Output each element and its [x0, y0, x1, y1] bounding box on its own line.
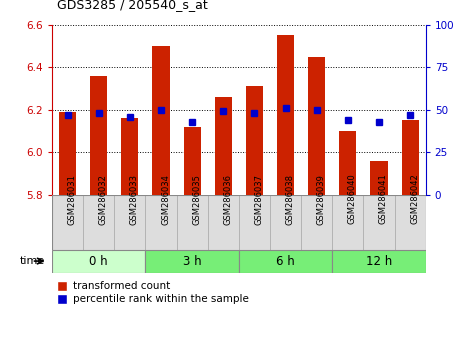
Text: GSM286042: GSM286042 [410, 174, 419, 224]
Text: GSM286034: GSM286034 [161, 174, 170, 224]
Text: time: time [20, 256, 45, 266]
Text: GSM286037: GSM286037 [254, 173, 263, 224]
Bar [339, 131, 357, 195]
Text: GSM286039: GSM286039 [317, 174, 326, 224]
Text: 0 h: 0 h [89, 255, 108, 268]
Bar [52, 250, 146, 273]
Bar [402, 120, 419, 195]
Text: GDS3285 / 205540_s_at: GDS3285 / 205540_s_at [57, 0, 208, 11]
Bar [332, 195, 363, 250]
Text: GSM286040: GSM286040 [348, 174, 357, 224]
Bar [176, 195, 208, 250]
Bar [83, 195, 114, 250]
Text: GSM286038: GSM286038 [286, 173, 295, 224]
Text: 6 h: 6 h [276, 255, 295, 268]
Text: GSM286031: GSM286031 [68, 174, 77, 224]
Bar [246, 86, 263, 195]
Text: GSM286033: GSM286033 [130, 173, 139, 224]
Text: GSM286032: GSM286032 [99, 174, 108, 224]
Bar [184, 127, 201, 195]
Bar [152, 46, 170, 195]
Bar [90, 76, 107, 195]
Bar [370, 161, 387, 195]
Bar [208, 195, 239, 250]
Text: 3 h: 3 h [183, 255, 201, 268]
Bar [394, 195, 426, 250]
Text: GSM286036: GSM286036 [223, 173, 232, 224]
Bar [277, 35, 294, 195]
Bar [215, 97, 232, 195]
Text: GSM286041: GSM286041 [379, 174, 388, 224]
Bar [363, 195, 394, 250]
Bar [145, 195, 176, 250]
Bar [114, 195, 145, 250]
Text: 12 h: 12 h [366, 255, 392, 268]
Bar [145, 250, 239, 273]
Bar [239, 250, 332, 273]
Bar [59, 112, 76, 195]
Bar [121, 118, 139, 195]
Bar [332, 250, 426, 273]
Legend: transformed count, percentile rank within the sample: transformed count, percentile rank withi… [57, 281, 249, 304]
Bar [301, 195, 332, 250]
Bar [239, 195, 270, 250]
Bar [52, 195, 83, 250]
Bar [308, 57, 325, 195]
Bar [270, 195, 301, 250]
Text: GSM286035: GSM286035 [192, 174, 201, 224]
